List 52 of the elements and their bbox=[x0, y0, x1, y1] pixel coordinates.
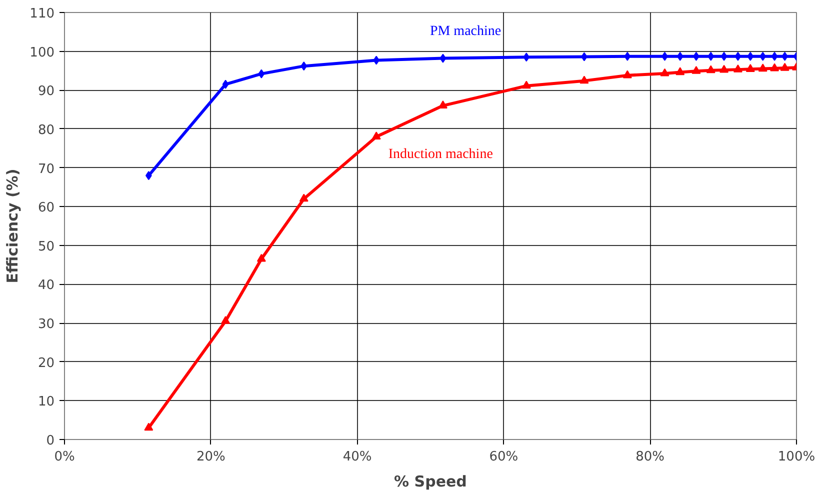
point bbox=[624, 52, 631, 61]
y-tick-label: 110 bbox=[30, 6, 55, 22]
point bbox=[580, 76, 589, 84]
y-tick-label: 40 bbox=[38, 278, 55, 294]
y-axis-title: Efficiency (%) bbox=[4, 168, 22, 284]
point bbox=[221, 316, 230, 324]
x-tick-label: 80% bbox=[636, 450, 665, 464]
point bbox=[747, 52, 754, 61]
x-tick-label: 100% bbox=[778, 450, 816, 464]
y-tick-label: 0 bbox=[46, 434, 55, 448]
point bbox=[676, 52, 684, 61]
point bbox=[780, 62, 790, 71]
point bbox=[256, 254, 266, 262]
series-label: Induction machine bbox=[388, 147, 493, 162]
point bbox=[733, 64, 742, 72]
x-tick-label: 0% bbox=[54, 450, 75, 464]
y-tick-label: 90 bbox=[38, 84, 55, 100]
x-tick-label: 40% bbox=[342, 450, 372, 464]
y-tick-label: 100 bbox=[30, 45, 55, 60]
point bbox=[758, 64, 768, 72]
y-tick-label: 70 bbox=[38, 162, 55, 177]
point bbox=[144, 422, 154, 431]
point bbox=[706, 65, 716, 74]
y-tick-label: 30 bbox=[38, 317, 55, 332]
y-tick-label: 60 bbox=[38, 200, 55, 216]
point bbox=[771, 52, 778, 61]
y-tick-label: 50 bbox=[38, 239, 55, 254]
point bbox=[299, 194, 308, 202]
series-label: PM machine bbox=[430, 24, 502, 39]
point bbox=[720, 52, 728, 61]
y-tick-label: 80 bbox=[38, 122, 55, 138]
point bbox=[734, 52, 742, 61]
point bbox=[372, 132, 381, 140]
point bbox=[660, 68, 670, 76]
point bbox=[258, 69, 265, 78]
y-tick-label: 20 bbox=[38, 356, 55, 371]
point bbox=[676, 67, 685, 76]
x-tick-label: 60% bbox=[489, 450, 518, 464]
x-axis-title: % Speed bbox=[394, 472, 467, 490]
point bbox=[300, 62, 308, 71]
point bbox=[746, 64, 755, 72]
point bbox=[440, 54, 446, 63]
x-tick-label: 20% bbox=[196, 450, 226, 464]
point bbox=[522, 80, 531, 89]
point bbox=[622, 70, 632, 78]
point bbox=[770, 63, 780, 72]
y-tick-label: 10 bbox=[38, 394, 55, 410]
point bbox=[523, 52, 530, 62]
point bbox=[720, 64, 729, 73]
point bbox=[708, 52, 714, 61]
point bbox=[222, 80, 229, 89]
point bbox=[692, 66, 701, 74]
